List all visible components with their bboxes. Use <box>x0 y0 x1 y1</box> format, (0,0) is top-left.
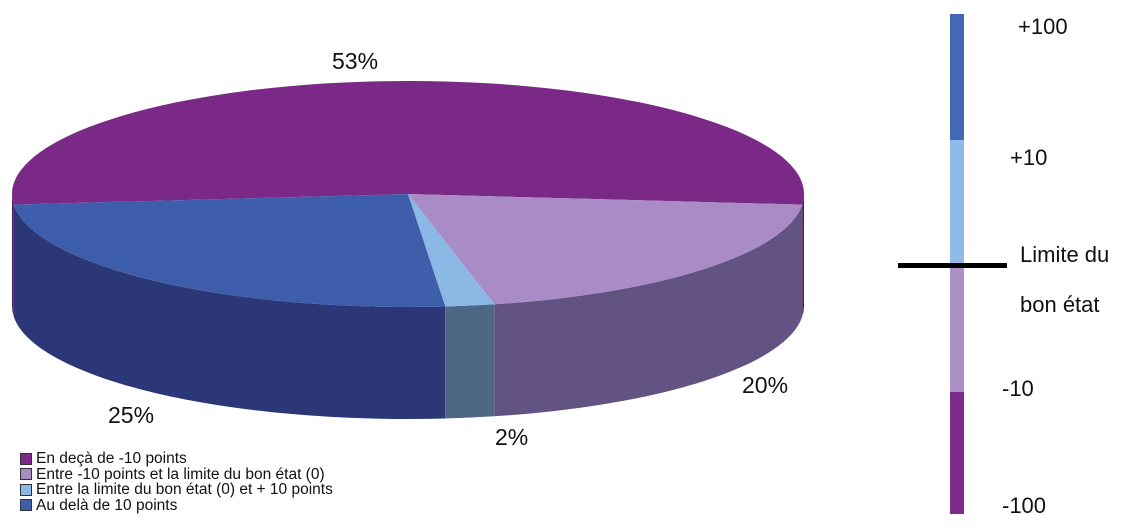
pie-slice <box>408 194 495 307</box>
pie-side-wall <box>802 194 804 317</box>
legend-swatch <box>20 468 32 481</box>
legend-label: En deçà de -10 points <box>36 450 187 467</box>
scale-segment-0-plus10 <box>950 140 964 266</box>
pie-slice <box>408 194 803 305</box>
limit-line <box>898 263 1007 268</box>
color-scale-bar <box>950 14 964 514</box>
scale-label-minus100: -100 <box>1002 493 1047 518</box>
scale-label-plus100: +100 <box>1018 14 1068 39</box>
pie-side-wall <box>494 204 803 417</box>
legend-swatch <box>20 483 32 496</box>
scale-segment-moins100-moins10 <box>950 392 964 514</box>
slice-label-entre-moins10-limite: 20% <box>742 372 789 398</box>
pie-slice <box>12 80 805 205</box>
legend-item: En deçà de -10 points <box>20 451 333 467</box>
legend-swatch <box>20 499 32 512</box>
legend-item: Entre -10 points et la limite du bon éta… <box>20 465 333 483</box>
legend-item: Au delà de 10 points <box>20 496 333 514</box>
legend-swatch <box>20 452 32 465</box>
pie-side-wall <box>13 204 446 420</box>
slice-label-en-deca: 53% <box>332 48 379 74</box>
scale-segment-moins10-0 <box>950 266 964 392</box>
scale-label-limite: Limite du <box>1020 242 1110 267</box>
scale-label-bon-etat: bon état <box>1020 292 1100 317</box>
legend-label: Entre la limite du bon état (0) et + 10 … <box>36 481 333 498</box>
pie-side-wall <box>12 194 14 317</box>
legend: En deçà de -10 points Entre -10 points e… <box>20 451 333 513</box>
pie-chart <box>12 80 805 420</box>
scale-label-plus10: +10 <box>1010 145 1048 170</box>
scale-segment-plus10-plus100 <box>950 14 964 140</box>
slice-label-entre-limite-plus10: 2% <box>495 424 529 450</box>
legend-item: Entre la limite du bon état (0) et + 10 … <box>20 482 333 498</box>
slice-label-au-dela: 25% <box>108 402 155 428</box>
pie-slice <box>13 194 446 308</box>
pie-side-wall <box>445 304 495 419</box>
legend-label: Entre -10 points et la limite du bon éta… <box>36 465 325 483</box>
scale-label-minus10: -10 <box>1002 376 1034 401</box>
legend-label: Au delà de 10 points <box>36 496 178 514</box>
